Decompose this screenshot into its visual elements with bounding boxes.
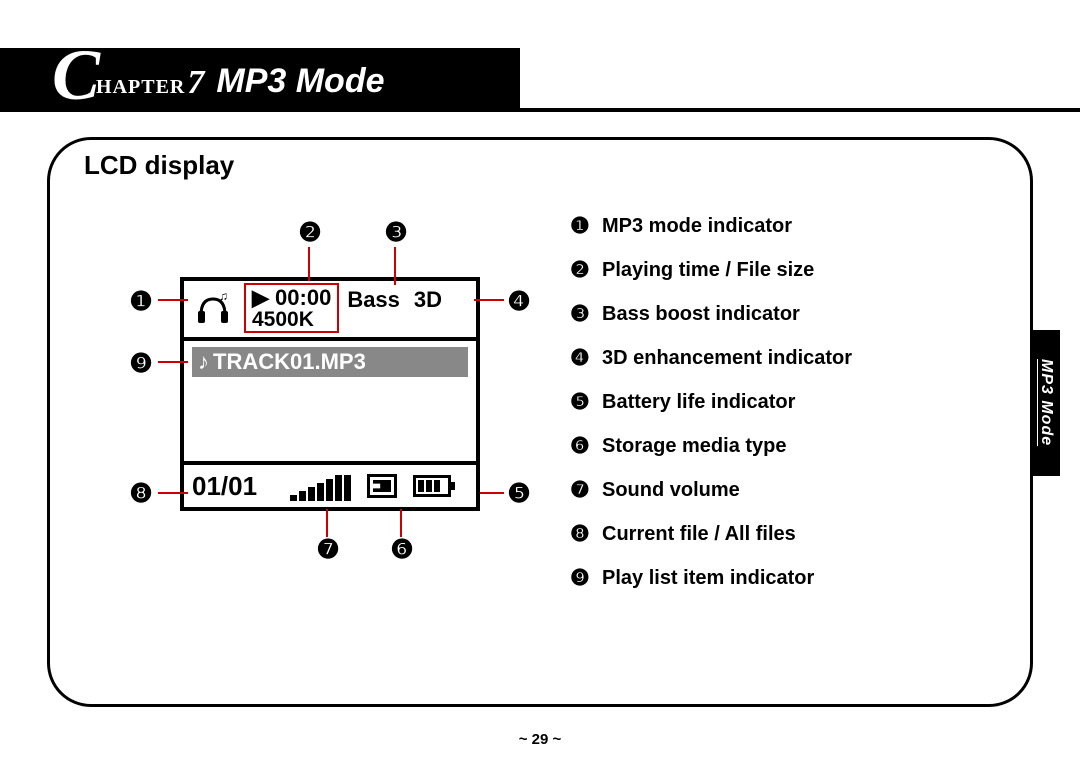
legend-label: Sound volume xyxy=(602,479,740,502)
time-filesize-cell: ▶ 00:00 4500K xyxy=(244,283,339,333)
header-rule xyxy=(520,108,1080,112)
lcd-mid-row: ♪ TRACK01.MP3 xyxy=(184,341,476,461)
legend-num: ❼ xyxy=(570,477,602,503)
legend-label: 3D enhancement indicator xyxy=(602,347,852,370)
chapter-letter: C xyxy=(52,50,100,100)
note-icon: ♪ xyxy=(198,349,209,375)
chapter-word: HAPTER xyxy=(96,76,185,99)
legend-label: Play list item indicator xyxy=(602,567,814,590)
legend-num: ❹ xyxy=(570,345,602,371)
lcd-bottom-row: 01/01 xyxy=(184,461,476,507)
callout-line xyxy=(474,299,504,301)
lcd-diagram: ♫ ▶ 00:00 4500K Bass 3D ♪ TRACK xyxy=(80,209,510,609)
legend-item: ❼Sound volume xyxy=(570,477,852,503)
callout-line xyxy=(308,247,310,281)
callout-line xyxy=(326,509,328,537)
volume-icon xyxy=(290,475,351,501)
callout-line xyxy=(158,299,188,301)
callout-c4: ❹ xyxy=(505,287,533,315)
storage-icon xyxy=(367,474,397,498)
callout-c5: ❺ xyxy=(505,479,533,507)
legend-item: ❹3D enhancement indicator xyxy=(570,345,852,371)
legend-item: ❸Bass boost indicator xyxy=(570,301,852,327)
callout-line xyxy=(400,509,402,537)
mp3-mode-icon: ♫ xyxy=(184,281,242,337)
legend-item: ❽Current file / All files xyxy=(570,521,852,547)
legend-item: ❺Battery life indicator xyxy=(570,389,852,415)
bass-label: Bass xyxy=(347,287,400,313)
filesize-value: 4500K xyxy=(252,309,331,331)
legend-item: ❾Play list item indicator xyxy=(570,565,852,591)
legend-label: Playing time / File size xyxy=(602,259,814,282)
legend-num: ❷ xyxy=(570,257,602,283)
legend-label: MP3 mode indicator xyxy=(602,215,792,238)
track-bar: ♪ TRACK01.MP3 xyxy=(192,347,468,377)
callout-line xyxy=(158,361,188,363)
svg-text:♫: ♫ xyxy=(219,291,228,303)
callout-c7: ❼ xyxy=(314,535,342,563)
legend-num: ❸ xyxy=(570,301,602,327)
lcd-screen: ♫ ▶ 00:00 4500K Bass 3D ♪ TRACK xyxy=(180,277,480,511)
content-row: ♫ ▶ 00:00 4500K Bass 3D ♪ TRACK xyxy=(80,209,1000,609)
callout-c2: ❷ xyxy=(296,218,324,246)
legend-label: Storage media type xyxy=(602,435,787,458)
section-title: LCD display xyxy=(84,150,1000,181)
legend-item: ❶MP3 mode indicator xyxy=(570,213,852,239)
three-d-label: 3D xyxy=(414,287,442,313)
playtime-value: 00:00 xyxy=(275,285,331,310)
legend-item: ❻Storage media type xyxy=(570,433,852,459)
side-tab: MP3 Mode xyxy=(1032,330,1060,476)
battery-icon xyxy=(413,475,451,497)
legend-num: ❽ xyxy=(570,521,602,547)
callout-c9: ❾ xyxy=(127,349,155,377)
chapter-header: C HAPTER 7 MP3 Mode xyxy=(0,48,520,112)
legend-label: Current file / All files xyxy=(602,523,796,546)
legend-list: ❶MP3 mode indicator❷Playing time / File … xyxy=(570,209,852,609)
chapter-number: 7 xyxy=(187,64,204,102)
bass-3d-cell: Bass 3D xyxy=(339,281,476,313)
legend-num: ❶ xyxy=(570,213,602,239)
track-name: TRACK01.MP3 xyxy=(213,349,366,375)
callout-c6: ❻ xyxy=(388,535,416,563)
play-icon: ▶ xyxy=(252,285,275,310)
callout-c8: ❽ xyxy=(127,479,155,507)
legend-label: Bass boost indicator xyxy=(602,303,800,326)
callout-c3: ❸ xyxy=(382,218,410,246)
file-count: 01/01 xyxy=(192,471,280,502)
callout-line xyxy=(480,492,504,494)
legend-num: ❺ xyxy=(570,389,602,415)
content-panel: LCD display ♫ ▶ 00:00 4500K xyxy=(47,137,1033,707)
legend-num: ❾ xyxy=(570,565,602,591)
callout-line xyxy=(394,247,396,285)
page-number: ~ 29 ~ xyxy=(0,731,1080,748)
legend-item: ❷Playing time / File size xyxy=(570,257,852,283)
callout-c1: ❶ xyxy=(127,287,155,315)
legend-num: ❻ xyxy=(570,433,602,459)
chapter-title: MP3 Mode xyxy=(216,62,384,101)
legend-label: Battery life indicator xyxy=(602,391,795,414)
lcd-top-row: ♫ ▶ 00:00 4500K Bass 3D xyxy=(184,281,476,341)
callout-line xyxy=(158,492,188,494)
